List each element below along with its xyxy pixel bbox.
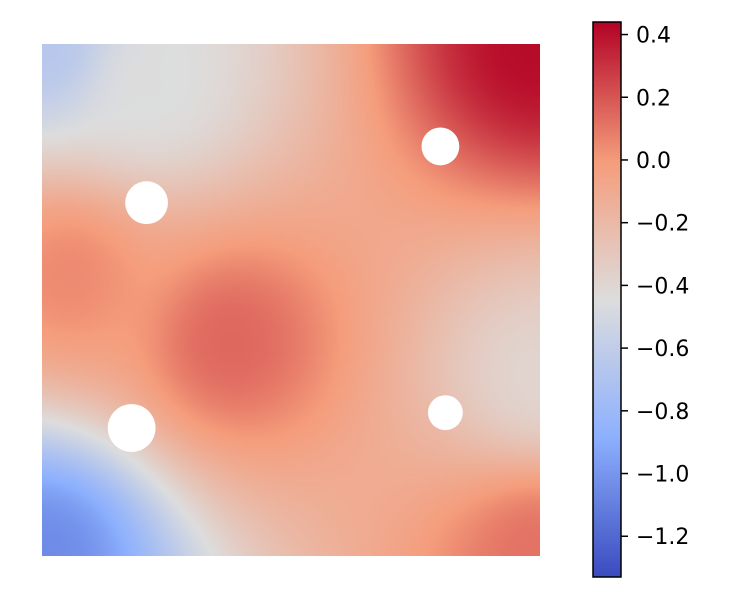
hole-2 (421, 127, 460, 166)
colorbar-frame (592, 21, 622, 578)
colorbar: 0.4 0.2 0.0 −0.2 −0.4 −0.6 −0.8 −1.0 −1.2 (592, 21, 689, 578)
colorbar-ticks: 0.4 0.2 0.0 −0.2 −0.4 −0.6 −0.8 −1.0 −1.2 (621, 24, 689, 550)
colorbar-tick-label: −1.2 (636, 525, 689, 550)
field-plot (42, 44, 540, 556)
colorbar-tick-label: −0.2 (636, 212, 689, 237)
plate-holes (107, 127, 463, 452)
colorbar-tick-label: −0.6 (636, 337, 689, 362)
hole-4 (427, 395, 463, 431)
field-heatmap-image (42, 44, 540, 556)
colorbar-tick-label: 0.0 (636, 149, 671, 174)
colorbar-tick-label: −0.8 (636, 400, 689, 425)
hole-3 (107, 404, 156, 452)
colorbar-tick-label: 0.4 (636, 24, 671, 49)
colorbar-gradient (593, 22, 621, 577)
colorbar-tick-label: −0.4 (636, 274, 689, 299)
hole-1 (125, 181, 168, 225)
colorbar-tick-label: −1.0 (636, 463, 689, 488)
colorbar-tick-label: 0.2 (636, 86, 671, 111)
